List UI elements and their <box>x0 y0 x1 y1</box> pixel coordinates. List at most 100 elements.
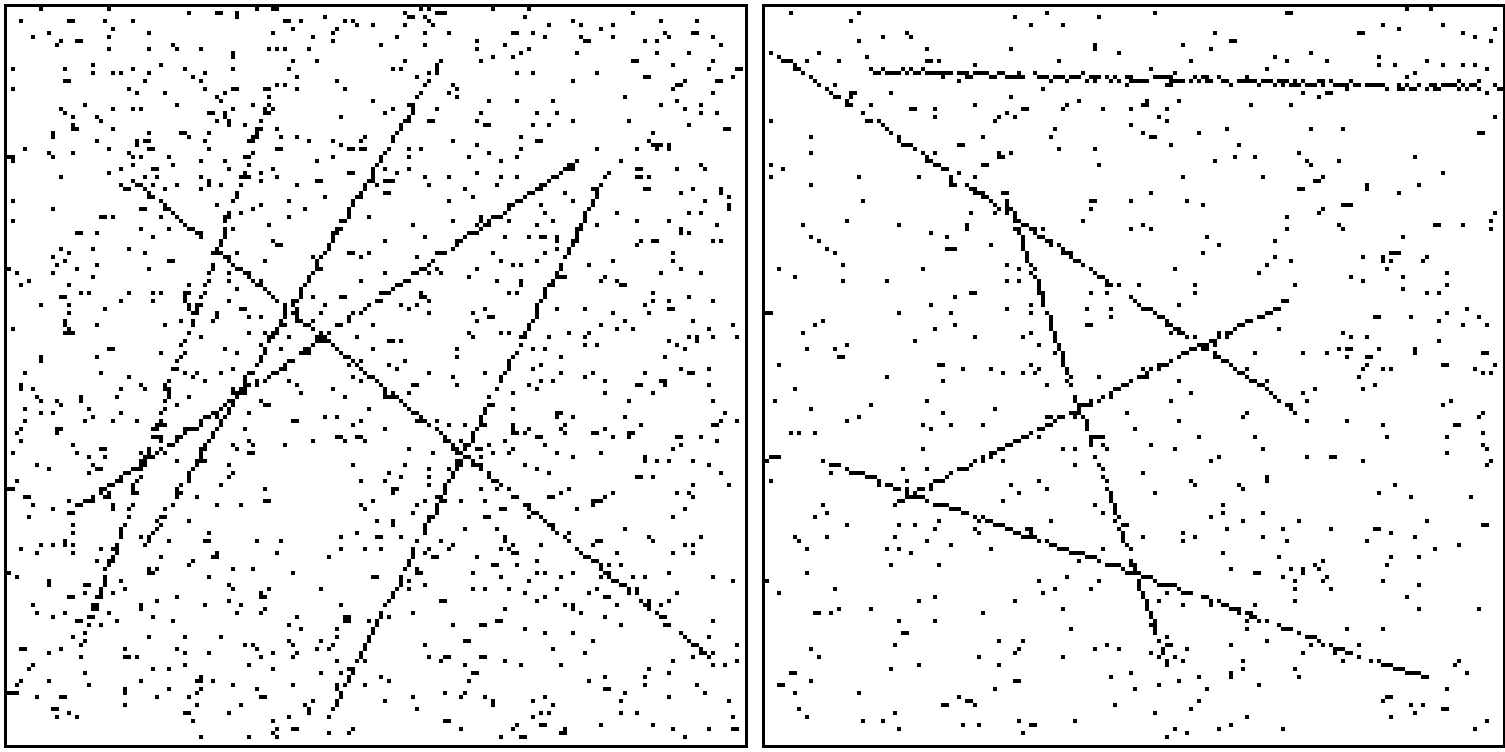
line-pixel <box>1197 343 1201 347</box>
noise-pixel <box>331 31 335 35</box>
line-pixel <box>195 459 199 463</box>
noise-pixel <box>487 123 491 127</box>
noise-pixel <box>39 355 43 359</box>
line-pixel <box>279 367 283 371</box>
noise-pixel <box>587 39 591 43</box>
line-pixel <box>1193 347 1197 351</box>
line-pixel <box>247 383 251 387</box>
noise-pixel <box>841 279 845 283</box>
noise-pixel <box>1389 695 1393 699</box>
noise-pixel <box>853 91 857 95</box>
noise-pixel <box>435 267 439 271</box>
line-pixel <box>411 411 415 415</box>
noise-pixel <box>647 667 651 671</box>
line-pixel <box>1153 631 1157 635</box>
noise-pixel <box>659 271 663 275</box>
line-pixel <box>921 67 925 71</box>
line-pixel <box>147 195 151 199</box>
noise-pixel <box>523 627 527 631</box>
noise-pixel <box>1261 535 1265 539</box>
line-pixel <box>455 467 459 471</box>
noise-pixels <box>7 7 743 739</box>
line-pixel <box>563 167 567 171</box>
noise-pixel <box>805 59 809 63</box>
noise-pixel <box>515 99 519 103</box>
noise-pixel <box>897 619 901 623</box>
noise-pixel <box>563 423 567 427</box>
noise-pixel <box>707 463 711 467</box>
noise-pixel <box>651 723 655 727</box>
line-pixel <box>335 699 339 703</box>
noise-pixel <box>159 291 163 295</box>
noise-pixel <box>7 155 11 159</box>
noise-pixel <box>139 383 143 387</box>
noise-pixel <box>111 347 115 351</box>
line-pixel <box>427 263 431 267</box>
line-pixel <box>339 695 343 699</box>
line-pixel <box>575 159 579 163</box>
line-pixel <box>379 615 383 619</box>
noise-pixel <box>1141 367 1145 371</box>
noise-pixel <box>471 311 475 315</box>
noise-pixel <box>623 283 627 287</box>
noise-pixel <box>127 187 131 191</box>
noise-pixel <box>379 43 383 47</box>
line-pixel <box>837 463 841 467</box>
line-pixel <box>885 127 889 131</box>
line-pixel <box>1257 83 1261 87</box>
noise-pixel <box>1365 355 1369 359</box>
line-pixel <box>67 511 71 515</box>
noise-pixel <box>885 547 889 551</box>
noise-pixel <box>415 571 419 575</box>
noise-pixel <box>789 671 793 675</box>
noise-pixel <box>1245 367 1249 371</box>
line-pixel <box>1217 331 1221 335</box>
noise-pixel <box>1421 259 1425 263</box>
line-pixel <box>291 311 295 315</box>
noise-pixel <box>667 219 671 223</box>
noise-pixel <box>507 587 511 591</box>
noise-pixel <box>1277 555 1281 559</box>
line-pixel <box>227 411 231 415</box>
noise-pixel <box>635 219 639 223</box>
line-pixel <box>295 319 299 323</box>
line-pixel <box>1053 75 1057 79</box>
noise-pixel <box>1389 555 1393 559</box>
line-pixel <box>531 319 535 323</box>
line-pixel <box>1021 535 1025 539</box>
noise-pixel <box>1009 151 1013 155</box>
noise-pixel <box>663 31 667 35</box>
noise-pixel <box>655 459 659 463</box>
line-pixel <box>1321 83 1325 87</box>
line-pixel <box>889 131 893 135</box>
noise-pixel <box>1177 99 1181 103</box>
noise-pixel <box>969 291 973 295</box>
noise-pixel <box>1297 151 1301 155</box>
line-pixel <box>607 571 611 575</box>
line-pixel <box>1281 79 1285 83</box>
line-pixel <box>1233 367 1237 371</box>
noise-pixel <box>347 147 351 151</box>
line-pixel <box>351 199 355 203</box>
line-pixel <box>917 71 921 75</box>
noise-pixel <box>67 79 71 83</box>
noise-pixel <box>211 679 215 683</box>
noise-pixel <box>139 603 143 607</box>
line-pixel <box>183 339 187 343</box>
noise-pixel <box>387 363 391 367</box>
noise-pixel <box>283 443 287 447</box>
line-pixel <box>1073 75 1077 79</box>
noise-pixel <box>511 31 515 35</box>
noise-pixel <box>941 703 945 707</box>
noise-pixel <box>527 47 531 51</box>
noise-pixel <box>949 423 953 427</box>
noise-pixel <box>1173 447 1177 451</box>
noise-pixel <box>91 71 95 75</box>
noise-pixel <box>1281 575 1285 579</box>
noise-pixel <box>467 331 471 335</box>
noise-pixel <box>937 363 941 367</box>
noise-pixel <box>571 603 575 607</box>
line-pixel <box>1261 383 1265 387</box>
noise-pixel <box>1061 447 1065 451</box>
noise-pixel <box>611 259 615 263</box>
